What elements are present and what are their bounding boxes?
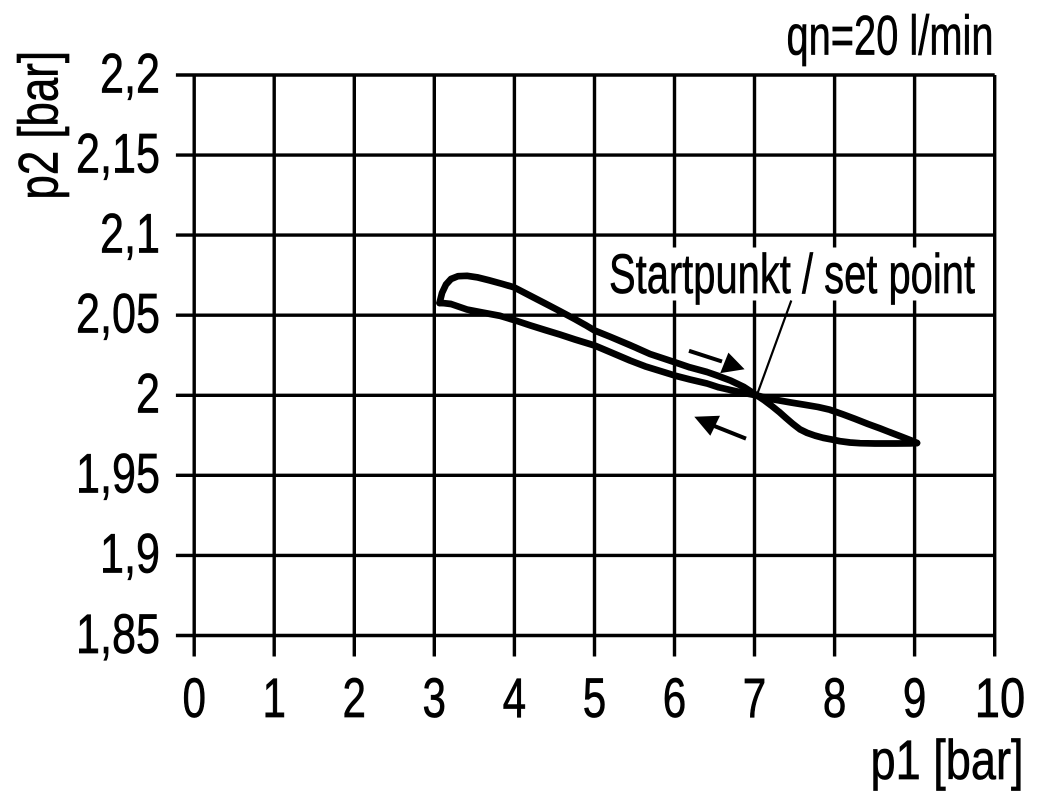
svg-text:10: 10 bbox=[975, 666, 1026, 729]
svg-text:1: 1 bbox=[262, 666, 286, 729]
svg-text:7: 7 bbox=[743, 666, 767, 729]
svg-text:1,9: 1,9 bbox=[100, 522, 160, 585]
svg-text:qn=20 l/min: qn=20 l/min bbox=[787, 3, 994, 66]
svg-text:9: 9 bbox=[903, 666, 927, 729]
svg-text:4: 4 bbox=[503, 666, 527, 729]
svg-text:2,1: 2,1 bbox=[100, 201, 160, 264]
svg-text:2: 2 bbox=[136, 362, 160, 425]
svg-text:8: 8 bbox=[823, 666, 847, 729]
svg-text:3: 3 bbox=[423, 666, 447, 729]
svg-text:2: 2 bbox=[343, 666, 367, 729]
svg-text:5: 5 bbox=[583, 666, 607, 729]
svg-text:2,15: 2,15 bbox=[76, 121, 160, 184]
svg-text:2,05: 2,05 bbox=[76, 282, 160, 345]
svg-text:0: 0 bbox=[182, 666, 206, 729]
svg-text:2,2: 2,2 bbox=[100, 41, 160, 104]
svg-text:Startpunkt / set point: Startpunkt / set point bbox=[609, 242, 975, 305]
svg-text:6: 6 bbox=[663, 666, 687, 729]
svg-text:1,95: 1,95 bbox=[76, 442, 160, 505]
svg-text:p1 [bar]: p1 [bar] bbox=[871, 728, 1024, 791]
svg-text:p2 [bar]: p2 [bar] bbox=[7, 51, 70, 200]
svg-text:1,85: 1,85 bbox=[76, 602, 160, 665]
